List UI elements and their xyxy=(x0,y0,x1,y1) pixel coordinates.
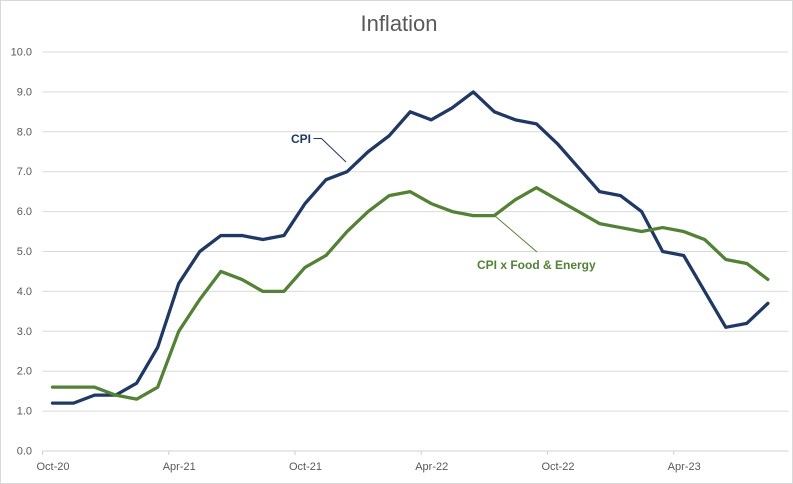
gridlines xyxy=(42,51,789,412)
x-tick-label: Apr-23 xyxy=(668,461,701,473)
y-tick-label: 9.0 xyxy=(17,86,32,98)
cpi-line[interactable] xyxy=(50,90,770,405)
core-cpi-annotation: CPI x Food & Energy xyxy=(477,215,596,272)
x-tick-label: Apr-21 xyxy=(163,461,196,473)
x-axis-labels: Oct-20 Apr-21 Oct-21 Apr-22 Oct-22 Apr-23 xyxy=(36,461,700,473)
x-tick-label: Apr-22 xyxy=(415,461,448,473)
core-cpi-series-label: CPI x Food & Energy xyxy=(477,258,596,272)
x-tick-label: Oct-21 xyxy=(289,461,322,473)
x-axis xyxy=(42,450,789,455)
series-lines xyxy=(50,90,770,405)
y-tick-label: 7.0 xyxy=(17,166,32,178)
y-axis-labels: 0.0 1.0 2.0 3.0 4.0 5.0 6.0 7.0 8.0 9.0 10.0 xyxy=(11,47,32,458)
chart-title: Inflation xyxy=(360,11,437,36)
cpi-leader-line xyxy=(313,138,347,163)
cpi-series-label: CPI xyxy=(291,132,311,146)
x-tick-label: Oct-22 xyxy=(541,461,574,473)
y-tick-label: 2.0 xyxy=(17,366,32,378)
y-tick-label: 5.0 xyxy=(17,246,32,258)
core-cpi-leader-line xyxy=(494,215,538,253)
cpi-annotation: CPI xyxy=(291,132,347,163)
y-tick-label: 8.0 xyxy=(17,126,32,138)
y-tick-label: 0.0 xyxy=(17,446,32,458)
y-tick-label: 6.0 xyxy=(17,206,32,218)
y-tick-label: 4.0 xyxy=(17,286,32,298)
y-tick-label: 10.0 xyxy=(11,47,32,59)
core-cpi-line[interactable] xyxy=(50,186,770,401)
x-tick-label: Oct-20 xyxy=(36,461,69,473)
y-tick-label: 1.0 xyxy=(17,406,32,418)
y-tick-label: 3.0 xyxy=(17,326,32,338)
